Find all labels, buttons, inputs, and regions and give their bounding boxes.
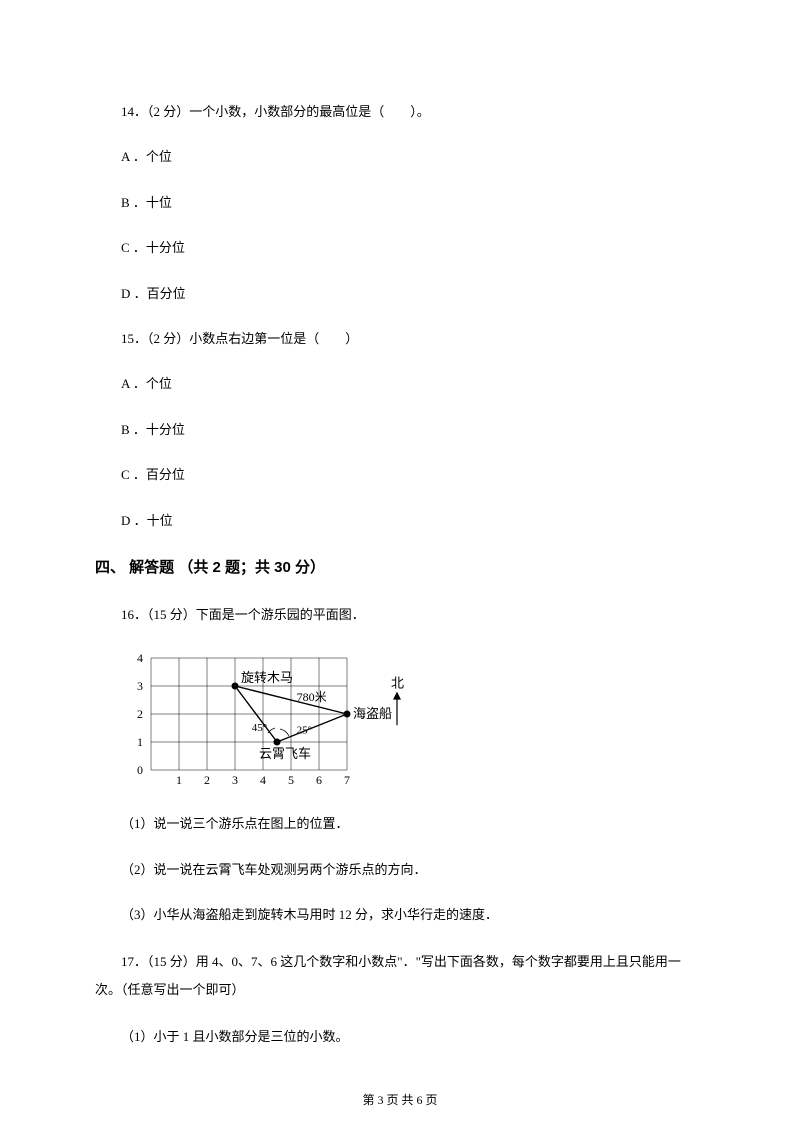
q17-sub1: （1）小于 1 且小数部分是三位的小数。 [95, 1025, 705, 1048]
svg-text:云霄飞车: 云霄飞车 [259, 746, 311, 761]
svg-text:45°: 45° [252, 722, 267, 734]
q15-number: 15． [121, 331, 147, 346]
q14-option-b: B ．十位 [95, 191, 705, 214]
q15-text: 小数点右边第一位是（ ） [189, 331, 358, 346]
svg-text:3: 3 [137, 679, 143, 693]
svg-text:3: 3 [232, 773, 238, 787]
q17-number: 17． [121, 954, 147, 969]
q17-points: （15 分） [147, 954, 196, 969]
page-footer: 第 3 页 共 6 页 [0, 1090, 800, 1112]
svg-text:4: 4 [137, 651, 143, 665]
q15-option-b: B ．十分位 [95, 418, 705, 441]
q16-sub1: （1）说一说三个游乐点在图上的位置． [95, 812, 705, 835]
section-4-header: 四、 解答题 （共 2 题；共 30 分） [95, 554, 705, 581]
q16-sub3: （3）小华从海盗船走到旋转木马用时 12 分，求小华行走的速度． [95, 903, 705, 926]
svg-text:1: 1 [176, 773, 182, 787]
svg-text:6: 6 [316, 773, 322, 787]
svg-text:海盗船: 海盗船 [353, 706, 392, 721]
q15-option-d: D ．十位 [95, 509, 705, 532]
svg-text:780米: 780米 [297, 690, 327, 704]
q14-number: 14． [121, 104, 147, 119]
q17-text-part2: 次。（任意写出一个即可） [95, 982, 245, 997]
q16-points: （15 分） [147, 607, 196, 622]
question-15: 15．（2 分）小数点右边第一位是（ ） [95, 327, 705, 350]
q16-number: 16． [121, 607, 147, 622]
svg-text:北: 北 [391, 676, 404, 691]
q14-option-a: A ．个位 [95, 145, 705, 168]
q15-option-c: C ．百分位 [95, 463, 705, 486]
q14-points: （2 分） [147, 104, 189, 119]
q15-points: （2 分） [147, 331, 189, 346]
svg-text:5: 5 [288, 773, 294, 787]
question-16: 16．（15 分）下面是一个游乐园的平面图． [95, 603, 705, 626]
q17-text-part1: 用 4、0、7、6 这几个数字和小数点"．"写出下面各数，每个数字都要用上且只能… [196, 954, 681, 969]
svg-text:旋转木马: 旋转木马 [241, 670, 293, 685]
svg-text:25°: 25° [297, 725, 312, 737]
svg-text:2: 2 [204, 773, 210, 787]
q14-text: 一个小数，小数部分的最高位是（ ）。 [189, 104, 430, 119]
q14-option-d: D ．百分位 [95, 282, 705, 305]
q16-text: 下面是一个游乐园的平面图． [196, 607, 365, 622]
q15-option-a: A ．个位 [95, 372, 705, 395]
q14-option-c: C ．十分位 [95, 236, 705, 259]
question-14: 14．（2 分）一个小数，小数部分的最高位是（ ）。 [95, 100, 705, 123]
question-17: 17．（15 分）用 4、0、7、6 这几个数字和小数点"．"写出下面各数，每个… [95, 948, 705, 1003]
svg-text:0: 0 [137, 763, 143, 777]
svg-text:4: 4 [260, 773, 266, 787]
svg-text:1: 1 [137, 735, 143, 749]
svg-text:2: 2 [137, 707, 143, 721]
amusement-park-chart: 0 1 2 3 4 1 2 3 4 5 6 7 旋转木马云霄飞车 海盗船 780米 45° 25° 北 [121, 648, 461, 788]
q16-sub2: （2）说一说在云霄飞车处观测另两个游乐点的方向． [95, 858, 705, 881]
svg-text:7: 7 [344, 773, 350, 787]
